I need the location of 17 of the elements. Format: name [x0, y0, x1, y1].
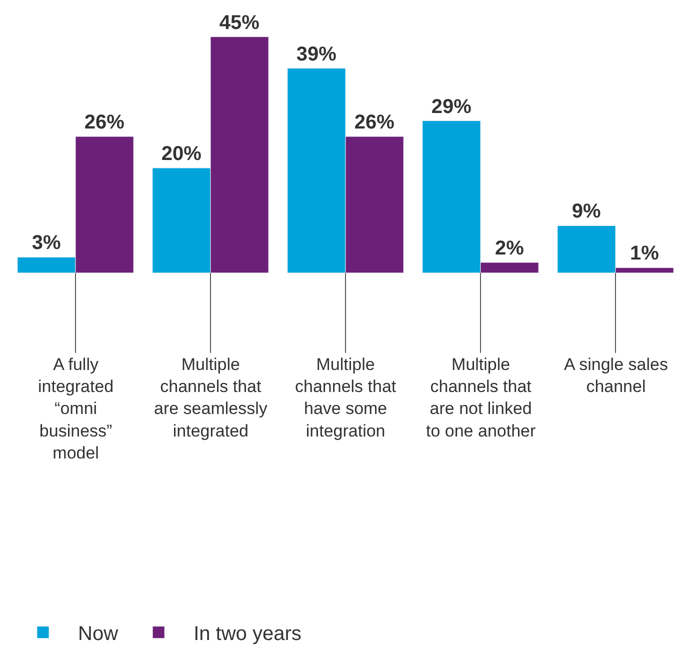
x-tick-label: A single sales channel — [564, 355, 668, 396]
x-tick-label: Multiple channels that have some integration — [295, 355, 396, 440]
data-label: 2% — [494, 237, 524, 260]
legend-label: Now — [78, 623, 119, 646]
legend-label: In two years — [194, 623, 302, 646]
data-label: 39% — [296, 43, 337, 66]
data-label: 26% — [354, 112, 395, 134]
data-label: 3% — [32, 232, 62, 254]
data-label: 9% — [572, 200, 602, 223]
data-label: 26% — [84, 112, 125, 134]
data-label: 45% — [219, 12, 260, 34]
x-tick-label: A fully integrated “omni business” model — [38, 355, 114, 462]
data-label: 1% — [630, 242, 660, 265]
data-label: 29% — [431, 96, 472, 118]
data-label: 20% — [161, 142, 202, 165]
x-tick-label: Multiple channels that are not linked to one another — [426, 355, 536, 440]
x-tick-label: Multiple channels that are seamlessly integrated — [154, 355, 268, 440]
